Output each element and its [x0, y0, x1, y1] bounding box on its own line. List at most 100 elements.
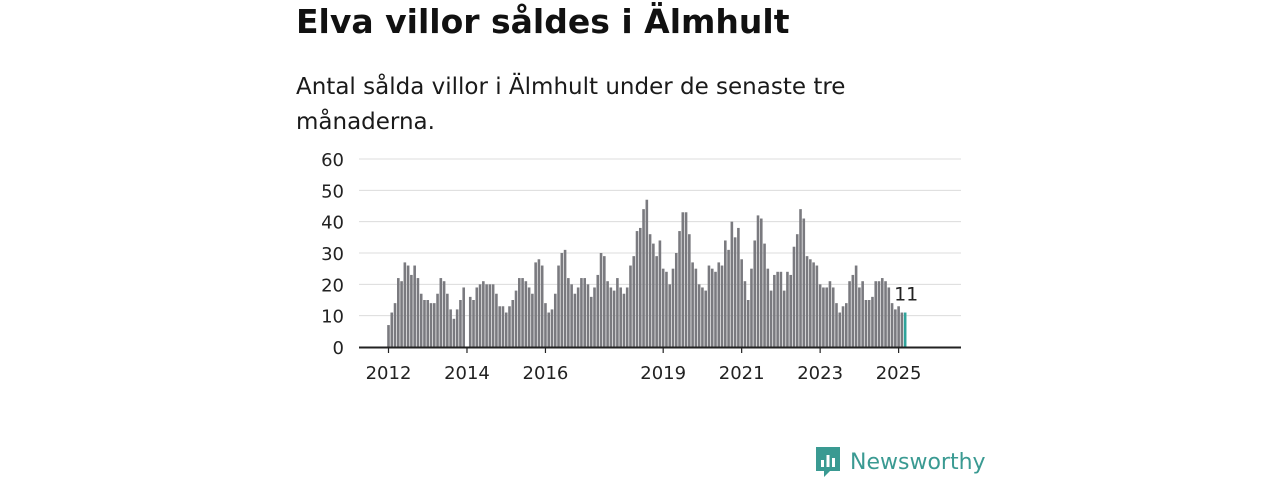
- x-tick-label: 2014: [444, 363, 490, 384]
- bar: [475, 287, 479, 347]
- bar: [831, 287, 835, 347]
- bar: [603, 256, 606, 347]
- y-tick-label: 30: [321, 244, 344, 265]
- bar: [544, 303, 547, 347]
- bar: [900, 312, 904, 347]
- bar: [880, 278, 884, 347]
- bar: [403, 262, 407, 347]
- bar: [537, 259, 541, 347]
- bar: [809, 259, 812, 347]
- bar: [727, 249, 730, 347]
- bar: [845, 303, 848, 347]
- bar: [625, 287, 629, 347]
- bar: [567, 278, 570, 347]
- bar: [763, 243, 766, 347]
- bar: [648, 234, 652, 347]
- bar: [815, 265, 819, 347]
- bar: [805, 256, 809, 347]
- bar: [838, 312, 842, 347]
- bar: [707, 265, 711, 347]
- bar: [704, 290, 707, 347]
- bar: [612, 290, 616, 347]
- bar: [550, 309, 554, 347]
- bar: [714, 271, 717, 347]
- bar: [864, 300, 868, 347]
- bar: [387, 325, 390, 347]
- bar: [753, 240, 757, 347]
- bar: [671, 268, 675, 347]
- y-tick-label: 10: [321, 307, 344, 328]
- bar: [638, 227, 642, 347]
- x-axis-ticks: 2012 2014 2016 2019 2021 2023 2025: [366, 347, 922, 384]
- bar: [848, 281, 851, 347]
- newsworthy-icon: [816, 447, 840, 477]
- bar: [792, 246, 796, 347]
- bar: [746, 300, 750, 347]
- bar: [861, 281, 864, 347]
- y-tick-label: 60: [321, 150, 344, 171]
- bar: [724, 240, 727, 347]
- bar: [730, 221, 734, 347]
- bar: [609, 287, 613, 347]
- bar: [423, 300, 426, 347]
- bar: [877, 281, 881, 347]
- bar-latest: [903, 312, 907, 347]
- bar: [642, 209, 645, 347]
- bar: [665, 271, 668, 347]
- bar: [661, 268, 665, 347]
- annotations: 11: [894, 284, 918, 306]
- bar: [446, 293, 449, 347]
- bar: [678, 231, 681, 347]
- bar: [606, 281, 609, 347]
- bar: [619, 287, 622, 347]
- bar: [508, 306, 511, 347]
- bar: [580, 278, 583, 347]
- bar: [851, 274, 855, 347]
- bar: [658, 240, 662, 347]
- bar: [697, 284, 701, 347]
- latest-value-label: 11: [894, 284, 918, 306]
- bar: [629, 265, 632, 347]
- bar: [825, 287, 828, 347]
- bar: [531, 293, 534, 347]
- bar: [455, 309, 459, 347]
- bar: [511, 300, 515, 347]
- y-tick-label: 50: [321, 181, 344, 202]
- bar: [593, 287, 596, 347]
- chart-title: Elva villor såldes i Älmhult: [296, 2, 790, 41]
- bar: [674, 253, 678, 347]
- bar: [390, 312, 394, 347]
- bar: [485, 284, 488, 347]
- bar: [867, 300, 871, 347]
- bar: [472, 300, 475, 347]
- bar: [691, 262, 694, 347]
- bar: [563, 249, 567, 347]
- bar: [573, 293, 577, 347]
- bar: [733, 237, 737, 347]
- bar: [858, 287, 861, 347]
- bar: [410, 274, 413, 347]
- bar: [822, 287, 825, 347]
- bar: [776, 271, 779, 347]
- bar: [717, 262, 721, 347]
- bar: [652, 243, 655, 347]
- bar: [812, 262, 815, 347]
- bar: [504, 312, 508, 347]
- bar: [478, 284, 482, 347]
- chart-subtitle: Antal sålda villor i Älmhult under de se…: [296, 74, 846, 135]
- bar: [828, 281, 832, 347]
- bar: [413, 265, 416, 347]
- x-tick-label: 2021: [719, 363, 765, 384]
- bar: [576, 287, 580, 347]
- bar: [773, 274, 776, 347]
- bar: [897, 306, 900, 347]
- bar: [452, 318, 456, 347]
- x-tick-label: 2023: [797, 363, 843, 384]
- bar: [841, 306, 845, 347]
- bar: [553, 293, 557, 347]
- bar: [632, 256, 636, 347]
- bar: [884, 281, 887, 347]
- bar: [400, 281, 403, 347]
- bar: [518, 278, 521, 347]
